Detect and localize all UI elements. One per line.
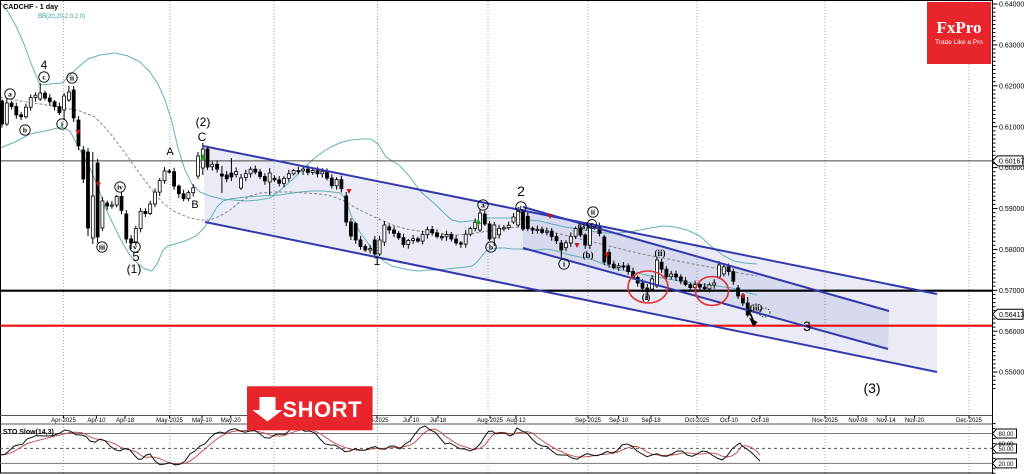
svg-text:FxPro: FxPro xyxy=(936,18,981,37)
svg-text:(ii): (ii) xyxy=(655,248,666,258)
svg-text:80.00: 80.00 xyxy=(999,432,1015,438)
svg-text:b: b xyxy=(23,126,27,135)
svg-text:3: 3 xyxy=(803,318,811,334)
svg-text:i: i xyxy=(61,120,63,129)
svg-text:BB(20,20,2.0,2.0): BB(20,20,2.0,2.0) xyxy=(38,14,85,20)
svg-text:(iii): (iii) xyxy=(750,303,763,313)
svg-text:0.58000: 0.58000 xyxy=(999,247,1024,254)
svg-text:Apr-2025: Apr-2025 xyxy=(51,418,76,424)
svg-text:0.62000: 0.62000 xyxy=(999,83,1024,90)
svg-text:20.00: 20.00 xyxy=(999,462,1015,468)
svg-text:Nov-20: Nov-20 xyxy=(905,418,925,424)
svg-text:Sep-10: Sep-10 xyxy=(609,418,629,424)
svg-text:Jul-18: Jul-18 xyxy=(430,418,447,424)
svg-text:CADCHF - 1 day: CADCHF - 1 day xyxy=(3,2,58,11)
svg-text:iii: iii xyxy=(99,243,105,252)
svg-text:A: A xyxy=(166,146,174,158)
svg-text:50.00: 50.00 xyxy=(999,447,1015,453)
svg-text:(3): (3) xyxy=(863,380,880,396)
svg-text:4: 4 xyxy=(41,58,48,72)
svg-text:c: c xyxy=(42,73,46,82)
svg-text:Aug-2025: Aug-2025 xyxy=(477,418,504,424)
svg-text:0.61000: 0.61000 xyxy=(999,124,1024,131)
svg-text:Apr-18: Apr-18 xyxy=(116,418,135,424)
svg-text:0.60000: 0.60000 xyxy=(999,165,1024,172)
svg-text:(b): (b) xyxy=(583,250,594,260)
svg-text:0.57000: 0.57000 xyxy=(999,288,1024,295)
svg-text:(i): (i) xyxy=(642,292,651,302)
svg-text:May-10: May-10 xyxy=(192,418,213,424)
svg-text:B: B xyxy=(191,199,198,211)
svg-text:0.55000: 0.55000 xyxy=(999,370,1024,377)
svg-text:0.63000: 0.63000 xyxy=(999,43,1024,50)
svg-text:Sep-2025: Sep-2025 xyxy=(575,418,602,424)
svg-text:Aug-12: Aug-12 xyxy=(506,418,526,424)
svg-text:a: a xyxy=(481,201,485,210)
svg-text:2: 2 xyxy=(517,183,525,199)
svg-text:(a): (a) xyxy=(578,221,589,231)
svg-text:Oct-2025: Oct-2025 xyxy=(685,418,710,424)
svg-text:c: c xyxy=(519,203,523,212)
svg-text:(2): (2) xyxy=(196,115,211,129)
svg-text:b: b xyxy=(489,243,493,252)
svg-text:Oct-10: Oct-10 xyxy=(720,418,739,424)
svg-text:ii: ii xyxy=(70,74,74,83)
svg-text:Sep-18: Sep-18 xyxy=(641,418,661,424)
svg-text:STO Slow(14,3): STO Slow(14,3) xyxy=(3,429,54,436)
svg-text:Nov-08: Nov-08 xyxy=(848,418,868,424)
svg-text:ii: ii xyxy=(591,208,595,217)
svg-text:SHORT: SHORT xyxy=(283,397,363,422)
svg-text:May-2025: May-2025 xyxy=(156,418,183,424)
svg-text:May-20: May-20 xyxy=(221,418,242,424)
svg-text:0.59000: 0.59000 xyxy=(999,206,1024,213)
svg-text:iv: iv xyxy=(117,183,123,192)
svg-text:i: i xyxy=(563,260,565,269)
svg-text:60.00: 60.00 xyxy=(999,442,1015,448)
svg-text:Nov-14: Nov-14 xyxy=(876,418,896,424)
svg-text:1: 1 xyxy=(374,254,381,268)
svg-text:a: a xyxy=(8,90,12,99)
svg-text:5: 5 xyxy=(132,249,139,264)
svg-text:C: C xyxy=(198,130,207,144)
svg-text:0.56000: 0.56000 xyxy=(999,329,1024,336)
svg-text:0.60167: 0.60167 xyxy=(999,159,1024,166)
svg-text:v: v xyxy=(133,243,137,252)
svg-text:Jul-10: Jul-10 xyxy=(403,418,420,424)
svg-text:0.56413: 0.56413 xyxy=(999,312,1024,319)
svg-text:Nov-2025: Nov-2025 xyxy=(812,418,839,424)
svg-text:Jul-2025: Jul-2025 xyxy=(365,418,389,424)
svg-text:0.64000: 0.64000 xyxy=(999,2,1024,9)
svg-text:Oct-18: Oct-18 xyxy=(751,418,770,424)
svg-text:Apr-10: Apr-10 xyxy=(87,418,106,424)
svg-text:Dec-2025: Dec-2025 xyxy=(956,418,983,424)
svg-text:(1): (1) xyxy=(127,262,142,276)
svg-text:Trade Like a Pro: Trade Like a Pro xyxy=(935,39,983,46)
svg-text:c: c xyxy=(590,221,593,229)
